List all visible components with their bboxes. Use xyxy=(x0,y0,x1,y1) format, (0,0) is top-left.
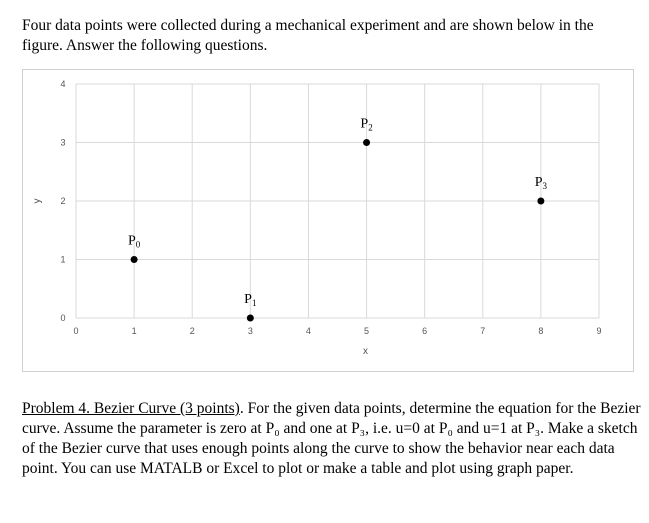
y-tick-label: 1 xyxy=(60,255,65,265)
data-point xyxy=(130,256,138,263)
y-tick-label: 0 xyxy=(60,313,65,323)
y-tick-label: 3 xyxy=(60,138,65,148)
data-point xyxy=(246,314,254,322)
problem-statement: Problem 4. Bezier Curve (3 points). For … xyxy=(22,399,642,479)
data-point xyxy=(537,197,545,205)
x-tick-label: 5 xyxy=(364,326,369,336)
x-tick-label: 7 xyxy=(480,326,485,336)
intro-text: Four data points were collected during a… xyxy=(22,17,594,54)
point-label: P0 xyxy=(128,234,141,250)
x-tick-label: 3 xyxy=(248,326,253,336)
x-tick-label: 0 xyxy=(73,326,78,336)
x-axis-title: x xyxy=(363,346,368,357)
x-tick-label: 4 xyxy=(306,326,311,336)
data-point xyxy=(363,139,371,146)
x-tick-label: 8 xyxy=(538,326,543,336)
chart-svg: 0 1 2 3 4 5 6 7 8 9 0 1 2 3 4 x y P0 P1 P2 P3 xyxy=(32,79,602,357)
point-label: P1 xyxy=(244,292,256,308)
y-axis-title: y xyxy=(32,199,43,204)
y-tick-label: 4 xyxy=(60,79,65,89)
problem-heading: Problem 4. Bezier Curve (3 points) xyxy=(22,400,240,417)
point-label: P2 xyxy=(360,117,372,133)
x-tick-label: 1 xyxy=(132,326,137,336)
problem-body: . For the given data points, determine t… xyxy=(22,400,641,477)
scatter-chart: 0 1 2 3 4 5 6 7 8 9 0 1 2 3 4 x y P0 P1 P2 P3 xyxy=(22,69,634,372)
y-tick-label: 2 xyxy=(60,196,65,206)
x-tick-label: 9 xyxy=(596,326,601,336)
point-label: P3 xyxy=(535,175,548,191)
x-tick-label: 6 xyxy=(422,326,427,336)
x-tick-label: 2 xyxy=(190,326,195,336)
